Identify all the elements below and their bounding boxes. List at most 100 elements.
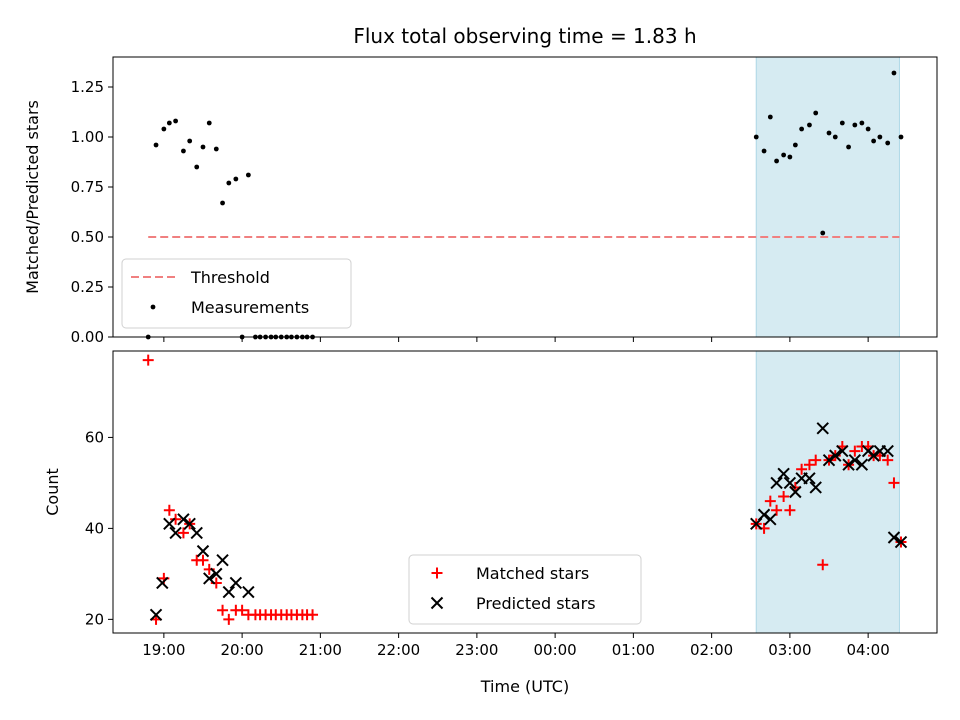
y-tick-label: 1.25 [71, 78, 104, 96]
data-point [817, 559, 829, 571]
data-point [867, 449, 880, 462]
data-point [169, 526, 182, 540]
data-point [213, 146, 219, 152]
observing-window-band [755, 350, 900, 634]
data-point [859, 120, 865, 126]
legend-box [121, 258, 352, 329]
data-point [898, 134, 904, 140]
y-tick-label: 0.75 [71, 178, 104, 196]
x-tick-label: 01:00 [612, 641, 655, 659]
data-point [809, 481, 822, 494]
data-point [166, 120, 172, 126]
data-point [236, 604, 248, 616]
axes-frame [112, 350, 938, 634]
data-point [894, 535, 908, 549]
data-point [190, 526, 203, 540]
data-point [839, 120, 845, 126]
data-point [781, 152, 787, 158]
panel-counts: 19:00 20:00 21:00 22:00 23:00 00:00 01:00 02:00… [43, 350, 938, 659]
data-point [233, 176, 239, 182]
y-tick-label: 0.00 [71, 328, 104, 346]
data-point [787, 154, 793, 160]
data-point [882, 454, 894, 466]
x-tick-label: 00:00 [534, 641, 577, 659]
data-point [846, 144, 851, 150]
data-point [848, 453, 862, 467]
legend-label: Measurements [191, 298, 309, 317]
data-point [242, 585, 255, 599]
data-point [881, 444, 894, 458]
data-point [194, 164, 200, 170]
observing-window-band [755, 56, 900, 338]
data-point [764, 513, 777, 526]
data-point [770, 476, 783, 490]
series-predicted-stars [149, 422, 908, 622]
data-point [799, 126, 805, 132]
data-point [855, 458, 869, 471]
x-tick-label: 23:00 [455, 641, 498, 659]
data-point [217, 604, 229, 616]
data-point [245, 172, 251, 178]
data-point [774, 158, 779, 164]
y-tick-label: 20 [85, 610, 104, 628]
data-point [757, 508, 771, 521]
x-tick-label: 03:00 [768, 641, 811, 659]
data-point [810, 454, 822, 466]
data-point [826, 130, 832, 136]
data-point [226, 180, 232, 186]
y-tick-label: 0.50 [71, 228, 104, 246]
data-point [210, 567, 223, 581]
y-axis-label: Count [43, 468, 62, 516]
data-point [196, 544, 210, 558]
legend-measurements-swatch [150, 304, 156, 310]
legend-label: Predicted stars [476, 594, 596, 613]
data-point [753, 134, 759, 140]
data-point [223, 613, 235, 625]
x-tick-label: 19:00 [142, 641, 185, 659]
data-point [206, 120, 212, 126]
data-point [200, 144, 206, 150]
y-tick-label: 60 [85, 428, 104, 446]
data-point [789, 485, 802, 499]
legend: Matched stars Predicted stars [408, 554, 642, 625]
data-point [777, 467, 790, 481]
x-tick-label: 21:00 [299, 641, 342, 659]
data-point [887, 531, 901, 544]
data-point [771, 504, 783, 516]
data-point [778, 491, 790, 503]
data-point [888, 477, 900, 489]
data-point [220, 200, 225, 206]
data-point [173, 118, 179, 124]
chart-title: Flux total observing time = 1.83 h [353, 24, 696, 48]
legend-predicted-swatch [430, 596, 444, 610]
data-point [836, 444, 849, 458]
legend-matched-swatch [431, 567, 443, 579]
data-point [156, 576, 169, 590]
legend-label: Matched stars [476, 564, 589, 583]
data-point [187, 138, 193, 144]
data-point [142, 354, 154, 366]
legend-label: Threshold [190, 268, 270, 287]
data-point [161, 126, 167, 132]
data-point [163, 504, 175, 516]
data-point [842, 458, 855, 471]
data-point [197, 554, 209, 566]
data-point [203, 572, 216, 585]
data-point [222, 585, 236, 599]
y-tick-label: 40 [85, 519, 104, 537]
data-point [181, 148, 186, 154]
data-point [796, 463, 808, 475]
data-point [784, 504, 796, 516]
legend-box [408, 554, 642, 625]
data-point [803, 472, 816, 485]
data-point [891, 70, 897, 76]
axes-frame [112, 56, 938, 338]
x-tick-label: 22:00 [377, 641, 420, 659]
data-point [149, 608, 163, 622]
data-point [832, 134, 838, 140]
data-point [871, 138, 877, 144]
data-point [792, 142, 798, 148]
data-point [216, 554, 229, 567]
data-point [163, 517, 176, 531]
